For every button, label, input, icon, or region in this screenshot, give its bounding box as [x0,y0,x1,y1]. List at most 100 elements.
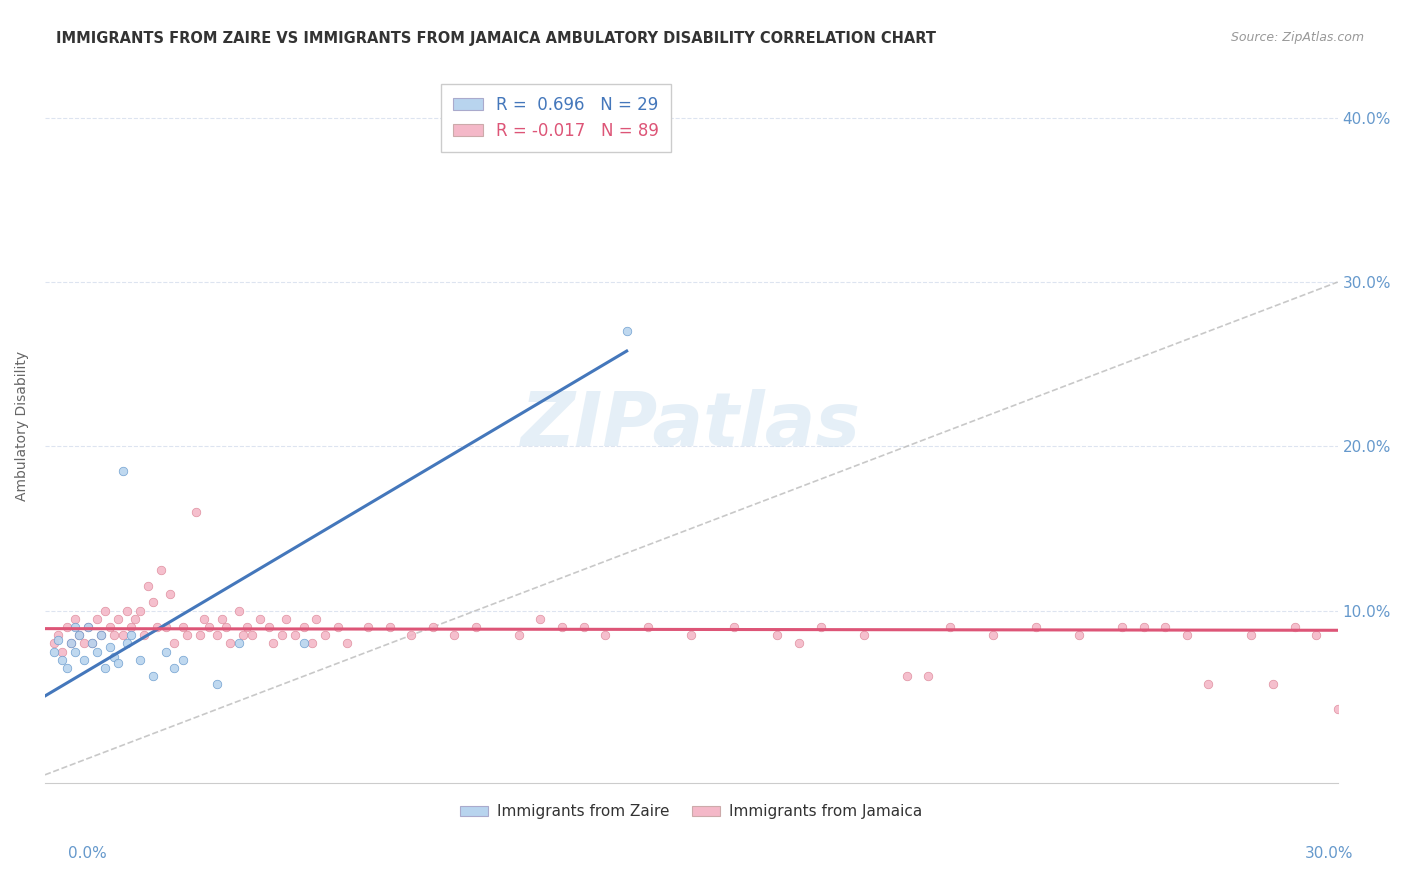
Point [399,628,422,642]
Point [94,661,117,675]
Point [46,633,69,648]
Point [42,636,65,650]
Point [197,620,219,634]
Text: ZIPatlas: ZIPatlas [522,389,862,462]
Point [249,612,271,626]
Point [1111,620,1133,634]
Point [284,628,307,642]
Point [292,636,315,650]
Point [82,636,104,650]
Point [529,612,551,626]
Point [163,636,186,650]
Point [271,628,294,642]
Point [142,669,165,683]
Point [305,612,328,626]
Point [276,612,298,626]
Point [572,620,595,634]
Point [508,628,530,642]
Point [77,620,100,634]
Point [94,603,117,617]
Point [1069,628,1091,642]
Point [1261,677,1284,691]
Point [172,653,194,667]
Point [1154,620,1177,634]
Point [59,636,82,650]
Point [163,661,186,675]
Point [616,324,638,338]
Point [184,505,207,519]
Point [98,620,121,634]
Point [1025,620,1047,634]
Point [42,645,65,659]
Point [46,628,69,642]
Point [917,669,939,683]
Point [314,628,336,642]
Point [787,636,810,650]
Point [896,669,918,683]
Point [1240,628,1263,642]
Point [159,587,181,601]
Point [111,464,134,478]
Text: 0.0%: 0.0% [67,847,107,861]
Point [115,636,138,650]
Point [51,645,73,659]
Point [939,620,962,634]
Point [240,628,263,642]
Point [257,620,280,634]
Point [63,620,86,634]
Point [73,653,96,667]
Point [766,628,789,642]
Point [86,645,108,659]
Point [219,636,242,650]
Point [1175,628,1198,642]
Point [90,628,112,642]
Point [236,620,259,634]
Point [146,620,169,634]
Point [69,628,91,642]
Point [142,595,165,609]
Point [107,612,129,626]
Point [128,653,150,667]
Point [107,656,129,670]
Point [55,620,77,634]
Point [63,645,86,659]
Point [262,636,284,650]
Point [207,628,229,642]
Point [215,620,238,634]
Point [336,636,359,650]
Point [63,612,86,626]
Point [464,620,486,634]
Point [155,645,177,659]
Point [111,628,134,642]
Point [128,603,150,617]
Point [1305,628,1327,642]
Point [120,628,142,642]
Point [232,628,254,642]
Point [138,579,160,593]
Text: IMMIGRANTS FROM ZAIRE VS IMMIGRANTS FROM JAMAICA AMBULATORY DISABILITY CORRELATI: IMMIGRANTS FROM ZAIRE VS IMMIGRANTS FROM… [56,31,936,46]
Point [211,612,233,626]
Point [228,636,250,650]
Point [86,612,108,626]
Point [103,649,125,664]
Legend: Immigrants from Zaire, Immigrants from Jamaica: Immigrants from Zaire, Immigrants from J… [454,798,928,825]
Point [82,636,104,650]
Point [90,628,112,642]
Point [443,628,465,642]
Text: 30.0%: 30.0% [1305,847,1353,861]
Y-axis label: Ambulatory Disability: Ambulatory Disability [15,351,30,500]
Point [301,636,323,650]
Point [228,603,250,617]
Point [357,620,380,634]
Point [98,640,121,654]
Point [155,620,177,634]
Point [292,620,315,634]
Point [55,661,77,675]
Point [207,677,229,691]
Point [378,620,401,634]
Point [593,628,616,642]
Point [132,628,155,642]
Point [51,653,73,667]
Point [172,620,194,634]
Point [1284,620,1306,634]
